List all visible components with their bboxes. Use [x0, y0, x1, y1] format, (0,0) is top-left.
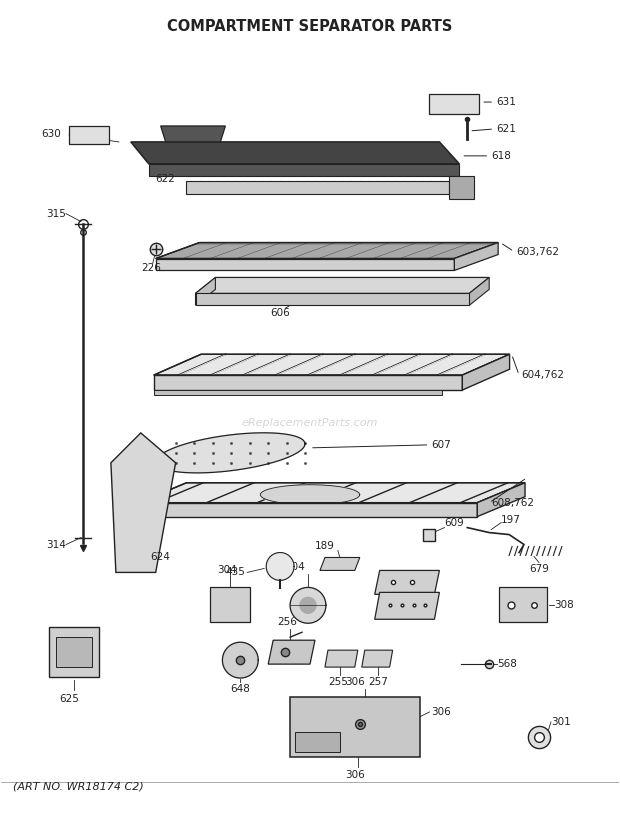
Text: 622: 622: [156, 174, 175, 184]
Text: 631: 631: [496, 97, 516, 107]
Text: 300: 300: [388, 572, 407, 581]
Polygon shape: [477, 483, 525, 516]
Text: (ART NO. WR18174 C2): (ART NO. WR18174 C2): [14, 781, 144, 792]
Polygon shape: [290, 588, 326, 624]
Polygon shape: [139, 483, 525, 502]
Text: 603,762: 603,762: [516, 246, 559, 257]
Text: 604,762: 604,762: [521, 370, 564, 380]
Polygon shape: [374, 593, 440, 620]
Text: 621: 621: [496, 124, 516, 134]
Text: 630: 630: [42, 129, 61, 139]
Text: 197: 197: [501, 515, 521, 524]
Polygon shape: [499, 587, 547, 622]
Text: 257: 257: [368, 677, 388, 687]
Text: 304: 304: [218, 565, 237, 576]
Text: 625: 625: [59, 694, 79, 704]
Text: 679: 679: [529, 564, 549, 575]
Polygon shape: [223, 642, 259, 678]
Text: 314: 314: [46, 540, 66, 550]
Polygon shape: [300, 598, 316, 613]
Polygon shape: [139, 502, 477, 516]
Polygon shape: [361, 650, 392, 667]
Polygon shape: [49, 628, 99, 677]
Polygon shape: [290, 697, 420, 757]
Polygon shape: [469, 277, 489, 306]
Polygon shape: [374, 571, 440, 594]
Polygon shape: [156, 242, 498, 259]
Text: 226: 226: [141, 263, 161, 273]
Polygon shape: [430, 94, 479, 114]
Text: 315: 315: [46, 209, 66, 219]
Text: 624: 624: [151, 553, 170, 563]
Polygon shape: [69, 126, 109, 144]
Text: 306: 306: [345, 770, 365, 780]
Text: 306: 306: [345, 677, 365, 687]
Polygon shape: [195, 293, 469, 306]
Text: 568: 568: [497, 659, 517, 669]
Text: 606: 606: [270, 308, 290, 319]
Polygon shape: [195, 277, 489, 293]
Polygon shape: [454, 242, 498, 271]
Polygon shape: [56, 637, 92, 667]
Text: 608,762: 608,762: [491, 498, 534, 507]
Polygon shape: [325, 650, 358, 667]
Polygon shape: [154, 375, 463, 390]
Text: 255: 255: [328, 677, 348, 687]
Polygon shape: [111, 433, 175, 572]
Text: 607: 607: [432, 440, 451, 450]
Text: 306: 306: [432, 707, 451, 717]
Polygon shape: [320, 558, 360, 571]
Text: 189: 189: [315, 541, 335, 550]
Text: 618: 618: [491, 151, 511, 161]
Text: 256: 256: [277, 617, 297, 628]
Polygon shape: [161, 126, 226, 142]
Text: 648: 648: [231, 684, 250, 694]
Text: eReplacementParts.com: eReplacementParts.com: [242, 418, 378, 428]
Polygon shape: [268, 640, 315, 664]
Text: 304: 304: [285, 563, 305, 572]
Polygon shape: [185, 180, 450, 193]
Text: 609: 609: [445, 518, 464, 528]
Polygon shape: [260, 485, 360, 505]
Text: 308: 308: [554, 600, 574, 611]
Polygon shape: [295, 732, 340, 752]
Text: 301: 301: [551, 717, 570, 727]
Polygon shape: [266, 553, 294, 580]
Text: 435: 435: [226, 567, 246, 577]
Polygon shape: [156, 259, 454, 271]
Polygon shape: [131, 142, 459, 164]
Polygon shape: [210, 587, 250, 622]
Polygon shape: [450, 176, 474, 198]
Polygon shape: [149, 164, 459, 176]
Polygon shape: [463, 354, 510, 390]
Polygon shape: [195, 277, 215, 306]
Text: COMPARTMENT SEPARATOR PARTS: COMPARTMENT SEPARATOR PARTS: [167, 20, 453, 34]
Text: 323: 323: [378, 602, 397, 612]
Polygon shape: [156, 433, 305, 473]
Polygon shape: [154, 354, 510, 375]
Polygon shape: [154, 390, 443, 395]
